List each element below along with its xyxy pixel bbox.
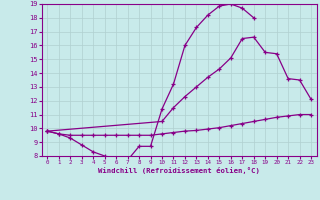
X-axis label: Windchill (Refroidissement éolien,°C): Windchill (Refroidissement éolien,°C) — [98, 167, 260, 174]
